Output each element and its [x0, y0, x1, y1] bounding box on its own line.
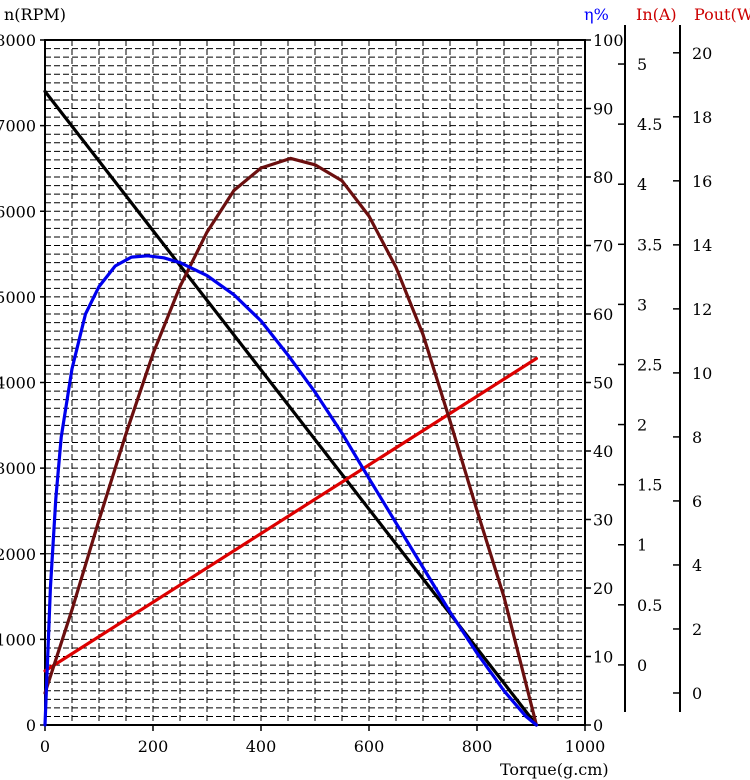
x-tick-label: 800	[462, 737, 493, 756]
x-tick-label: 200	[138, 737, 169, 756]
y-tick-label-in: 3.5	[637, 235, 662, 254]
y-tick-label-in: 0	[637, 656, 647, 675]
y-tick-label-eff: 10	[593, 648, 613, 667]
y-tick-label-eff: 80	[593, 168, 613, 187]
series	[43, 89, 538, 727]
y-tick-label-pout: 14	[692, 236, 712, 255]
y-tick-label-in: 1	[637, 536, 647, 555]
y-tick-label-pout: 8	[692, 428, 702, 447]
series-line-in	[43, 356, 538, 673]
y-tick-label-pout: 10	[692, 364, 712, 383]
y-tick-label-n: 0	[26, 716, 36, 735]
series-line-pout	[43, 156, 538, 727]
y-tick-label-pout: 12	[692, 300, 712, 319]
y-tick-label-eff: 40	[593, 442, 613, 461]
y-tick-label-pout: 20	[692, 44, 712, 63]
y-tick-label-pout: 16	[692, 172, 712, 191]
y-axis-title-efficiency: η%	[584, 5, 609, 24]
y-tick-label-n: 2000	[0, 545, 36, 564]
y-tick-label-n: 3000	[0, 459, 36, 478]
x-tick-label: 400	[246, 737, 277, 756]
y-axis-title-current: In(A)	[636, 5, 677, 24]
y-tick-label-n: 6000	[0, 202, 36, 221]
y-tick-label-pout: 0	[692, 684, 702, 703]
y-tick-label-eff: 60	[593, 305, 613, 324]
y-tick-label-in: 4	[637, 175, 647, 194]
y-tick-label-eff: 50	[593, 374, 613, 393]
y-tick-label-in: 5	[637, 55, 647, 74]
y-tick-label-eff: 100	[593, 31, 624, 50]
y-tick-label-in: 1.5	[637, 476, 662, 495]
y-tick-label-n: 5000	[0, 288, 36, 307]
y-tick-label-pout: 6	[692, 492, 702, 511]
series-line-eff	[43, 254, 538, 727]
x-tick-label: 600	[354, 737, 385, 756]
x-axis-title: Torque(g.cm)	[500, 760, 609, 779]
y-tick-label-n: 7000	[0, 117, 36, 136]
y-tick-label-eff: 90	[593, 100, 613, 119]
y-tick-label-eff: 20	[593, 579, 613, 598]
y-tick-label-in: 3	[637, 295, 647, 314]
y-tick-label-pout: 18	[692, 108, 712, 127]
y-axis-title-output-power: Pout(W)	[694, 5, 750, 24]
y-tick-label-n: 8000	[0, 31, 36, 50]
y-tick-label-eff: 0	[593, 716, 603, 735]
y-tick-label-pout: 2	[692, 620, 702, 639]
y-tick-label-pout: 4	[692, 556, 702, 575]
y-axis-title-rpm: n(RPM)	[4, 5, 66, 24]
x-tick-label: 0	[40, 737, 50, 756]
grid	[45, 40, 585, 725]
y-tick-label-in: 2	[637, 416, 647, 435]
y-tick-label-in: 2.5	[637, 355, 662, 374]
axes: 0 200 400 600 800 100001000200030004000500060…	[0, 25, 712, 756]
y-tick-label-in: 0.5	[637, 596, 662, 615]
y-tick-label-in: 4.5	[637, 115, 662, 134]
y-tick-label-eff: 30	[593, 511, 613, 530]
y-tick-label-n: 4000	[0, 374, 36, 393]
x-tick-label: 1000	[565, 737, 606, 756]
y-tick-label-eff: 70	[593, 237, 613, 256]
y-tick-label-n: 1000	[0, 630, 36, 649]
